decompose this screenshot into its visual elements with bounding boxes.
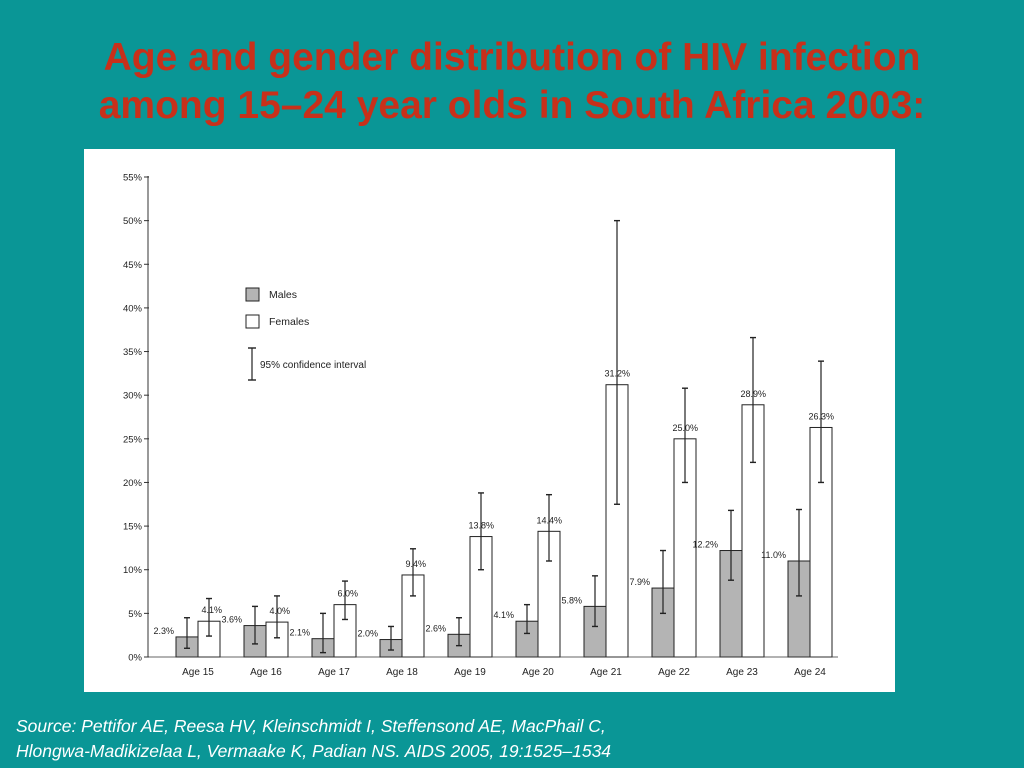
legend-swatch-males xyxy=(245,287,260,302)
male-data-label: 2.0% xyxy=(357,629,378,639)
y-tick-label: 20% xyxy=(123,478,143,489)
male-data-label: 2.6% xyxy=(425,623,446,633)
female-data-label: 4.0% xyxy=(269,606,290,616)
bar-chart: 0% 5% 10% 15% 20% 25% 30% 35% 40% 45% 50% 55% 2.3% 4.… xyxy=(123,173,838,678)
y-tick-label: 30% xyxy=(123,391,143,402)
female-data-label: 13.8% xyxy=(468,521,494,531)
male-data-label: 2.3% xyxy=(153,626,174,636)
male-data-label: 4.1% xyxy=(493,610,514,620)
male-data-label: 12.2% xyxy=(692,540,718,550)
y-tick-label: 35% xyxy=(123,347,143,358)
x-tick-label: Age 23 xyxy=(726,667,758,678)
legend-label-males: Males xyxy=(269,289,297,301)
y-tick-label: 55% xyxy=(123,173,143,184)
source-line-2: Hlongwa-Madikizelaa L, Vermaake K, Padia… xyxy=(16,741,612,761)
legend-label-females: Females xyxy=(269,316,309,328)
female-data-label: 31.2% xyxy=(604,369,630,379)
source-citation: Source: Pettifor AE, Reesa HV, Kleinschm… xyxy=(16,714,1016,764)
y-tick-label: 50% xyxy=(123,216,143,227)
x-tick-label: Age 18 xyxy=(386,667,418,678)
y-tick-label: 15% xyxy=(123,522,143,533)
male-data-label: 7.9% xyxy=(629,577,650,587)
title-line-2: among 15–24 year olds in South Africa 20… xyxy=(98,84,926,127)
female-data-label: 25.0% xyxy=(672,423,698,433)
x-tick-label: Age 22 xyxy=(658,667,690,678)
x-tick-label: Age 24 xyxy=(794,667,826,678)
x-tick-label: Age 20 xyxy=(522,667,554,678)
y-tick-label: 40% xyxy=(123,303,143,314)
male-data-label: 5.8% xyxy=(561,595,582,605)
y-tick-label: 10% xyxy=(123,565,143,576)
title-line-1: Age and gender distribution of HIV infec… xyxy=(103,36,921,79)
female-data-label: 14.4% xyxy=(536,515,562,525)
female-data-label: 4.1% xyxy=(201,605,222,615)
male-data-label: 11.0% xyxy=(761,550,786,560)
y-tick-label: 25% xyxy=(123,434,143,445)
x-tick-label: Age 21 xyxy=(590,667,622,678)
slide-title: Age and gender distribution of HIV infec… xyxy=(0,34,1024,130)
x-tick-label: Age 19 xyxy=(454,667,486,678)
female-data-label: 9.4% xyxy=(405,559,426,569)
legend-swatch-females xyxy=(245,314,260,329)
x-tick-label: Age 16 xyxy=(250,667,282,678)
y-tick-label: 5% xyxy=(128,609,142,620)
x-tick-label: Age 15 xyxy=(182,667,214,678)
female-data-label: 28.9% xyxy=(740,389,766,399)
y-tick-label: 0% xyxy=(128,653,142,664)
legend-label-ci: 95% confidence interval xyxy=(260,360,366,371)
source-line-1: Source: Pettifor AE, Reesa HV, Kleinschm… xyxy=(16,716,606,736)
male-data-label: 2.1% xyxy=(289,628,310,638)
chart-panel: 0% 5% 10% 15% 20% 25% 30% 35% 40% 45% 50% 55% 2.3% 4.… xyxy=(84,149,895,692)
y-tick-label: 45% xyxy=(123,260,143,271)
male-data-label: 3.6% xyxy=(221,615,242,625)
x-tick-label: Age 17 xyxy=(318,667,350,678)
female-data-label: 26.3% xyxy=(808,411,834,421)
female-data-label: 6.0% xyxy=(337,589,358,599)
